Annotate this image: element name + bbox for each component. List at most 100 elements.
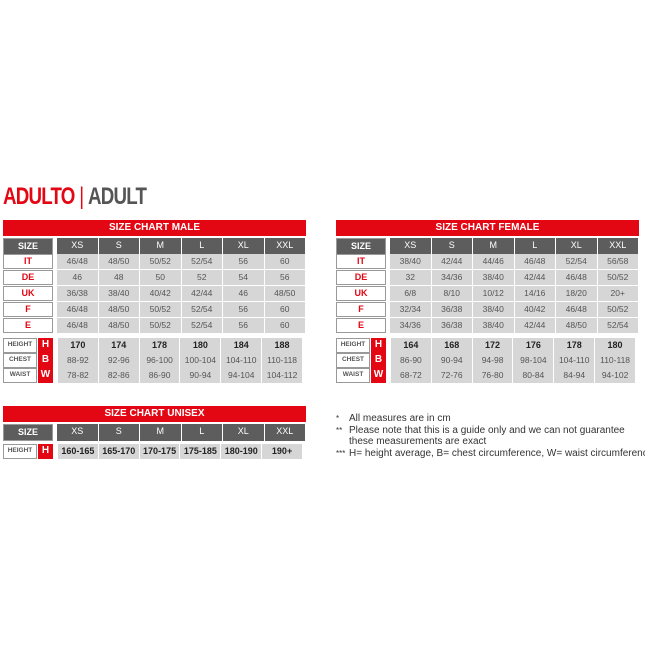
table-cell: 180 <box>180 338 221 353</box>
table-cell: 56 <box>223 254 264 269</box>
table-cell: 32/34 <box>390 302 431 317</box>
note-text: these measurements are exact <box>349 436 487 447</box>
table-cell: 94-104 <box>221 368 262 383</box>
table-cell: 50/52 <box>140 318 181 333</box>
page-heading: ADULTO | ADULT <box>3 183 147 211</box>
table-cell: 76-80 <box>472 368 513 383</box>
row-cells: 86-90 90-94 94-98 98-104 104-110 110-118 <box>391 353 635 368</box>
row-cells: 46/48 48/50 50/52 52/54 56 60 <box>57 302 305 317</box>
row-label: UK <box>3 286 53 301</box>
size-row-de: DE 46 48 50 52 54 56 <box>3 270 306 285</box>
table-cell: 38/40 <box>473 270 514 285</box>
table-cell: 36/38 <box>431 318 472 333</box>
table-cell: 34/36 <box>390 318 431 333</box>
table-cell: 50/52 <box>597 302 638 317</box>
table-cell: 184 <box>221 338 262 353</box>
header-cells: XS S M L XL XXL <box>57 238 305 255</box>
size-chart-female: SIZE CHART FEMALE SIZE XS S M L XL XXL IT 38/40 42… <box>336 220 639 383</box>
row-cells: 32 34/36 38/40 42/44 46/48 50/52 <box>390 270 638 285</box>
size-header-m: M <box>140 238 181 255</box>
header-row: SIZE XS S M L XL XXL <box>3 238 306 255</box>
table-cell: 104-112 <box>262 368 302 383</box>
table-cell: 164 <box>391 338 431 353</box>
row-cells: 170 174 178 180 184 188 <box>58 338 302 353</box>
row-cells: 160-165 165-170 170-175 175-185 180-190 190+ <box>58 444 302 459</box>
measure-row-waist: WAIST W 68-72 72-76 76-80 80-84 84-94 94-102 <box>336 368 639 383</box>
table-cell: 52/54 <box>597 318 638 333</box>
size-row-e: E 34/36 36/38 38/40 42/44 48/50 52/54 <box>336 318 639 333</box>
measure-letter-badge: W <box>38 368 53 383</box>
table-cell: 44/46 <box>473 254 514 269</box>
measure-letter-badge: W <box>371 368 386 383</box>
table-cell: 50/52 <box>140 254 181 269</box>
table-cell: 50 <box>140 270 181 285</box>
table-cell: 180 <box>595 338 635 353</box>
row-label: E <box>3 318 53 333</box>
measure-row-waist: WAIST W 78-82 82-86 86-90 90-94 94-104 104-112 <box>3 368 306 383</box>
table-cell: 48/50 <box>264 286 305 301</box>
table-cell: 100-104 <box>180 353 221 368</box>
table-cell: 50/52 <box>597 270 638 285</box>
notes: * All measures are in cm ** Please note tha… <box>336 413 645 459</box>
table-cell: 48/50 <box>98 254 139 269</box>
table-cell: 52 <box>181 270 222 285</box>
header-cells: XS S M L XL XXL <box>57 424 305 441</box>
table-cell: 110-118 <box>595 353 635 368</box>
table-cell: 98-104 <box>513 353 554 368</box>
measure-letter-badge: H <box>38 444 53 459</box>
measure-label: HEIGHT <box>3 338 37 353</box>
table-cell: 176 <box>513 338 554 353</box>
size-row-de: DE 32 34/36 38/40 42/44 46/48 50/52 <box>336 270 639 285</box>
table-cell: 190+ <box>262 444 302 459</box>
row-cells: 88-92 92-96 96-100 100-104 104-110 110-118 <box>58 353 302 368</box>
table-cell: 96-100 <box>139 353 180 368</box>
size-header-xl: XL <box>223 424 264 441</box>
table-cell: 104-110 <box>221 353 262 368</box>
header-cells: XS S M L XL XXL <box>390 238 638 255</box>
size-row-uk: UK 36/38 38/40 40/42 42/44 46 48/50 <box>3 286 306 301</box>
table-cell: 46 <box>223 286 264 301</box>
table-cell: 88-92 <box>58 353 98 368</box>
table-cell: 94-98 <box>472 353 513 368</box>
table-cell: 60 <box>264 302 305 317</box>
heading-separator: | <box>79 183 84 210</box>
table-cell: 188 <box>262 338 302 353</box>
size-header-s: S <box>431 238 472 255</box>
row-cells: 46/48 48/50 50/52 52/54 56 60 <box>57 254 305 269</box>
chart-title: SIZE CHART FEMALE <box>336 220 639 236</box>
measure-row-chest: CHEST B 88-92 92-96 96-100 100-104 104-110 110-… <box>3 353 306 368</box>
header-row: SIZE XS S M L XL XXL <box>336 238 639 255</box>
table-cell: 38/40 <box>473 318 514 333</box>
table-cell: 8/10 <box>431 286 472 301</box>
table-cell: 86-90 <box>391 353 431 368</box>
table-cell: 46/48 <box>556 270 597 285</box>
row-label: UK <box>336 286 386 301</box>
table-cell: 80-84 <box>513 368 554 383</box>
size-header-l: L <box>181 238 222 255</box>
row-cells: 38/40 42/44 44/46 46/48 52/54 56/58 <box>390 254 638 269</box>
table-cell: 42/44 <box>431 254 472 269</box>
row-cells: 164 168 172 176 178 180 <box>391 338 635 353</box>
table-cell: 90-94 <box>180 368 221 383</box>
table-cell: 48 <box>98 270 139 285</box>
size-header-s: S <box>98 424 139 441</box>
size-row-uk: UK 6/8 8/10 10/12 14/16 18/20 20+ <box>336 286 639 301</box>
note-marker: * <box>336 414 340 423</box>
table-cell: 170-175 <box>139 444 180 459</box>
table-cell: 84-94 <box>554 368 595 383</box>
table-cell: 20+ <box>597 286 638 301</box>
measure-letter-badge: B <box>38 353 53 368</box>
note-text: Please note that this is a guide only an… <box>349 424 625 436</box>
table-cell: 56 <box>223 302 264 317</box>
chart-title: SIZE CHART UNISEX <box>3 406 306 422</box>
measure-letter-badge: H <box>371 338 386 353</box>
size-header-xs: XS <box>390 238 431 255</box>
note-marker: *** <box>336 448 346 458</box>
table-cell: 48/50 <box>556 318 597 333</box>
table-cell: 60 <box>264 318 305 333</box>
size-chart-male: SIZE CHART MALE SIZE XS S M L XL XXL IT 46/48 48/5… <box>3 220 306 383</box>
size-header-m: M <box>140 424 181 441</box>
chart-title: SIZE CHART MALE <box>3 220 306 236</box>
table-cell: 72-76 <box>431 368 472 383</box>
row-cells: 32/34 36/38 38/40 40/42 46/48 50/52 <box>390 302 638 317</box>
